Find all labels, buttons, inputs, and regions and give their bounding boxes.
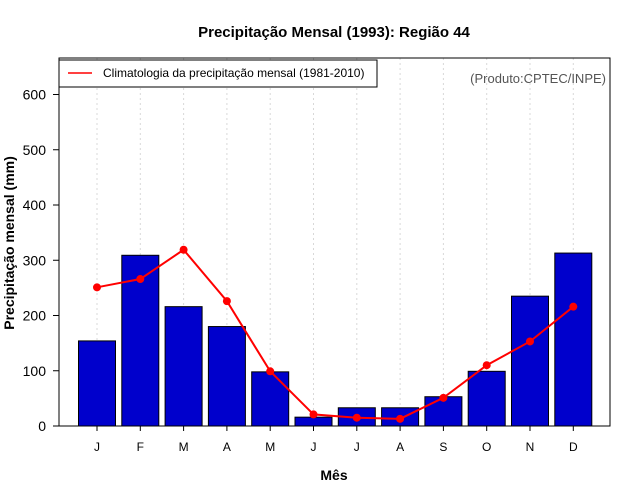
climatology-point-9 [439, 393, 448, 402]
climatology-point-3 [179, 245, 188, 254]
x-tick-label: S [439, 440, 447, 454]
legend: Climatologia da precipitação mensal (198… [58, 59, 378, 88]
x-tick-label: F [137, 440, 144, 454]
bar-1 [78, 340, 116, 427]
climatology-point-7 [352, 413, 361, 422]
chart-title: Precipitação Mensal (1993): Região 44 [198, 24, 470, 41]
x-tick-label: A [396, 440, 404, 454]
x-tick-label: O [482, 440, 491, 454]
credit-annotation: (Produto:CPTEC/INPE) [470, 71, 606, 86]
y-tick-label: 0 [38, 418, 46, 434]
bar-4 [207, 326, 246, 427]
bar-12 [554, 252, 593, 427]
climatology-line-series [93, 245, 578, 423]
x-tick-label: J [354, 440, 360, 454]
y-axis: 0 100 200 300 400 500 600 [23, 87, 59, 434]
y-tick-label: 100 [23, 363, 47, 379]
y-tick-label: 400 [23, 197, 47, 213]
x-tick-label: A [223, 440, 231, 454]
climatology-point-10 [482, 361, 491, 370]
x-tick-label: M [265, 440, 275, 454]
plot-frame [58, 57, 611, 427]
y-axis-label: Precipitação mensal (mm) [1, 156, 17, 330]
x-tick-label: M [179, 440, 189, 454]
bar-3 [164, 306, 203, 427]
y-tick-label: 200 [23, 308, 47, 324]
x-tick-label: J [311, 440, 317, 454]
y-tick-label: 500 [23, 142, 47, 158]
climatology-point-6 [309, 410, 318, 419]
y-tick-label: 600 [23, 87, 47, 103]
x-tick-label: N [526, 440, 535, 454]
legend-box [58, 59, 378, 88]
climatology-point-1 [93, 283, 101, 292]
x-axis-label: Mês [320, 467, 347, 483]
bar-6 [294, 416, 333, 427]
climatology-line [96, 248, 574, 420]
climatology-point-4 [222, 297, 231, 306]
bar-2 [121, 254, 160, 427]
bar-11 [511, 295, 549, 427]
climatology-point-5 [266, 367, 275, 376]
y-tick-label: 300 [23, 252, 47, 268]
bar-10 [467, 370, 506, 427]
bar-series [78, 252, 593, 427]
bar-5 [251, 371, 290, 427]
climatology-point-12 [569, 302, 578, 311]
climatology-point-2 [136, 275, 145, 284]
legend-label-climatology: Climatologia da precipitação mensal (198… [103, 66, 364, 80]
x-tick-label: J [94, 440, 100, 454]
climatology-point-8 [396, 414, 405, 423]
x-tick-label: D [569, 440, 578, 454]
climatology-point-11 [526, 337, 534, 346]
